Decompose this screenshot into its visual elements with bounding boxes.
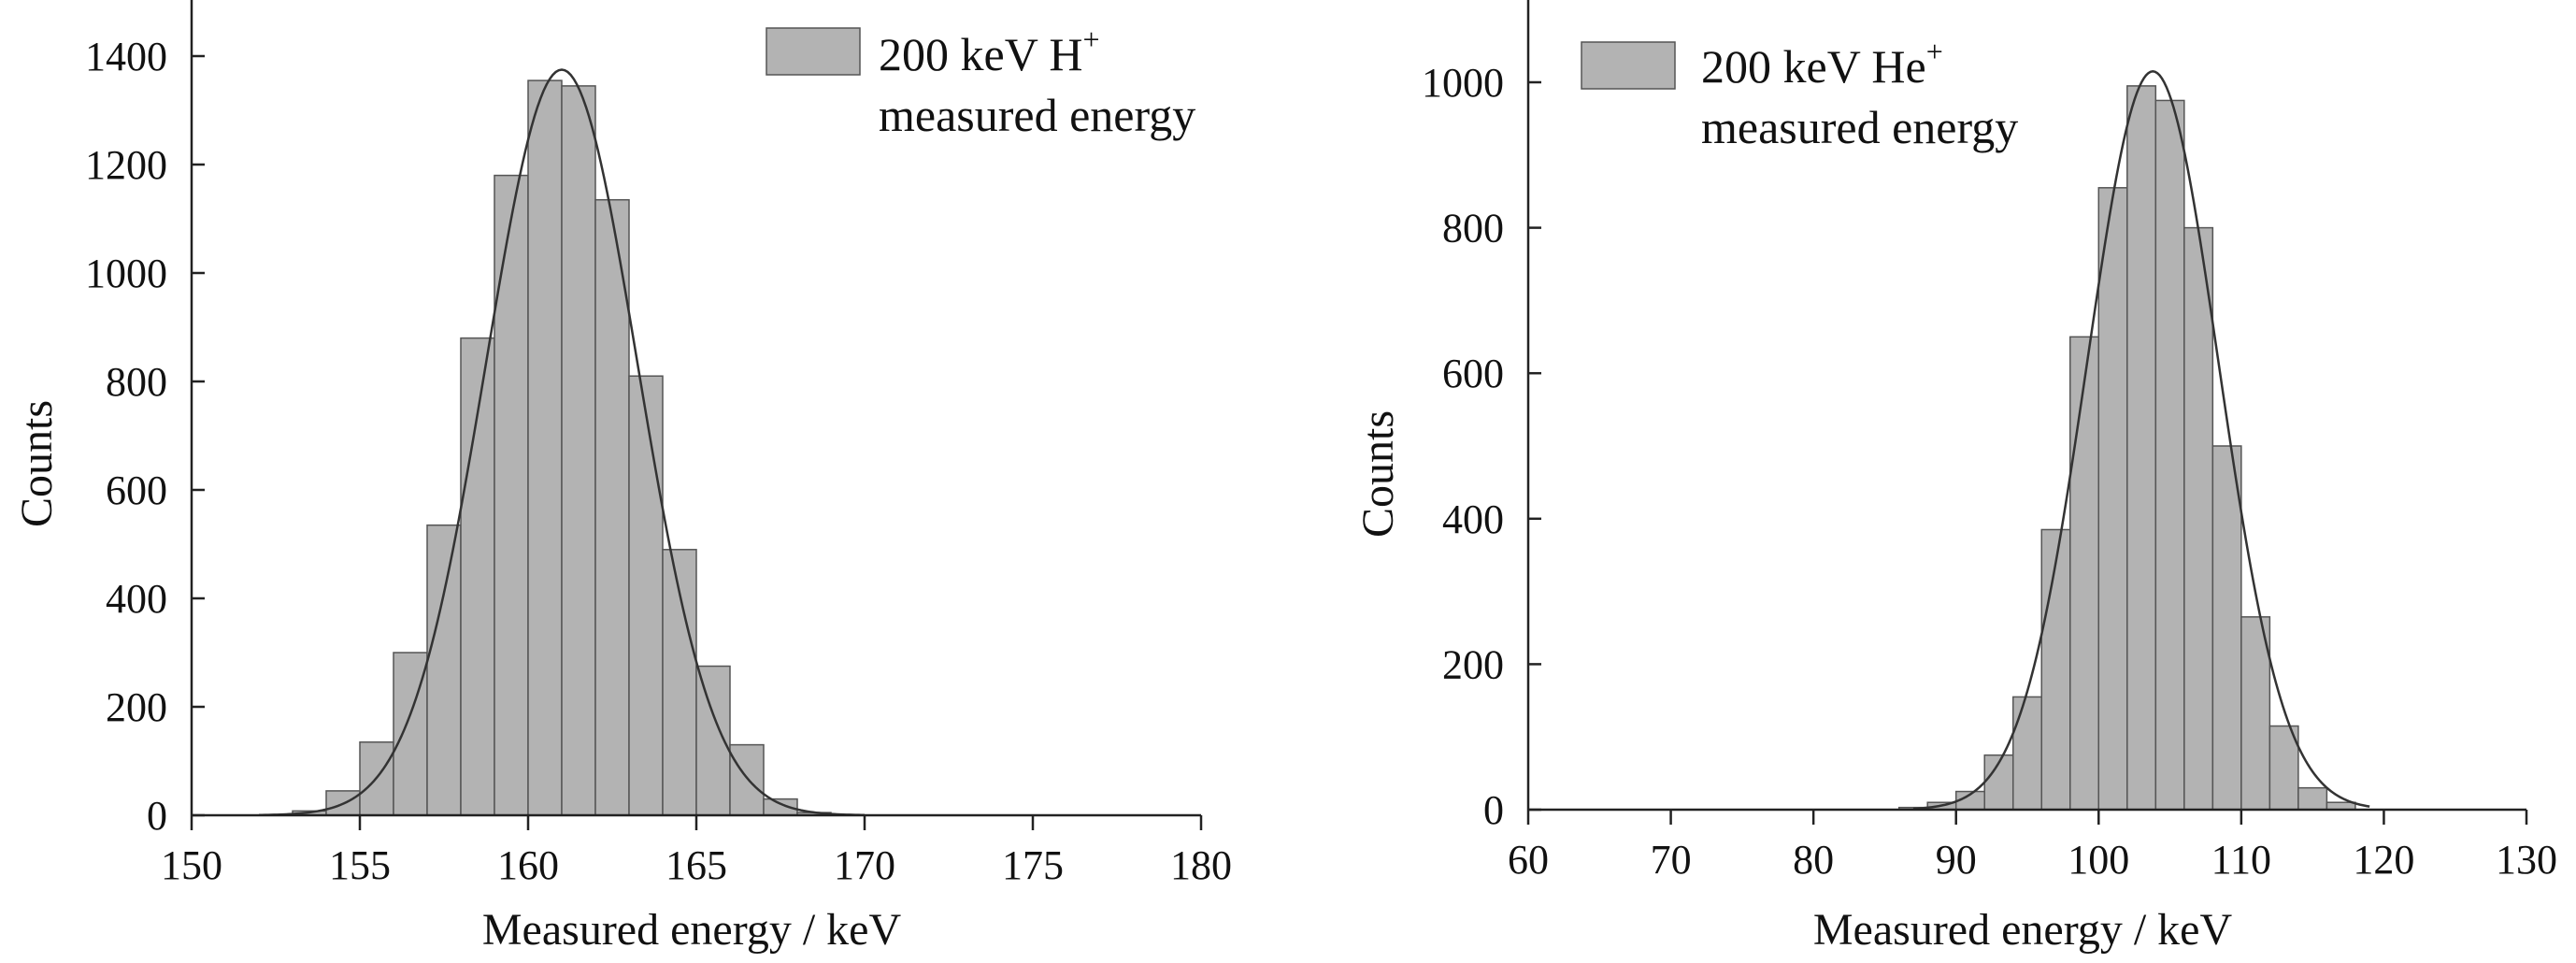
x-tick-label: 170 — [834, 842, 895, 888]
legend: 200 keV He+ measured energy — [1581, 35, 2018, 153]
histogram-bar — [628, 375, 664, 816]
y-tick-label: 800 — [1442, 206, 1504, 252]
y-tick-label: 600 — [1442, 351, 1504, 396]
histogram-bar — [2011, 696, 2043, 811]
histogram-bar — [426, 524, 462, 816]
x-tick-label: 90 — [1936, 837, 1977, 883]
x-tick-label: 100 — [2068, 837, 2129, 883]
histogram-bar — [2183, 226, 2214, 811]
histogram-bar — [594, 198, 630, 816]
y-axis-label: Counts — [1353, 410, 1403, 538]
legend-label: 200 keV H+ — [879, 22, 1100, 80]
histogram-bar — [2126, 85, 2157, 811]
histogram-bar — [2297, 786, 2328, 811]
x-tick-label: 155 — [329, 842, 391, 888]
chart-he-ion: 0 200 400 600 800 1000 60 70 80 90 100 110 120 130 Mea… — [1353, 0, 2557, 955]
y-tick-label: 0 — [1483, 787, 1504, 833]
y-tick-label: 200 — [1442, 641, 1504, 687]
histogram-bar — [494, 174, 529, 816]
y-tick-label: 1400 — [85, 34, 167, 79]
legend: 200 keV H+ measured energy — [766, 22, 1195, 141]
legend-label-superscript: + — [1926, 35, 1943, 68]
x-tick-label: 180 — [1170, 842, 1232, 888]
x-tick-label: 130 — [2496, 837, 2557, 883]
x-axis-label: Measured energy / keV — [482, 905, 902, 955]
histogram-bar — [729, 743, 765, 816]
gaussian-fit-curve — [258, 68, 866, 816]
x-tick-label: 150 — [161, 842, 222, 888]
histogram-bar — [2040, 528, 2071, 811]
y-tick-label: 0 — [147, 793, 167, 839]
histogram-bar — [2097, 187, 2128, 811]
y-axis-label: Counts — [12, 400, 62, 527]
legend-label-main: 200 keV He — [1701, 40, 1926, 93]
x-axis-label: Measured energy / keV — [1813, 905, 2233, 955]
y-tick-label: 1200 — [85, 142, 167, 188]
legend-swatch — [766, 27, 861, 76]
x-tick-label: 70 — [1651, 837, 1692, 883]
histogram-bar — [2268, 725, 2299, 811]
legend-label-main: 200 keV H — [879, 28, 1083, 80]
y-tick-label: 400 — [106, 576, 167, 622]
x-tick-label: 80 — [1793, 837, 1834, 883]
legend-label-line2: measured energy — [1701, 101, 2018, 153]
x-tick-label: 110 — [2211, 837, 2271, 883]
histogram-bar — [527, 79, 563, 816]
gaussian-fit-curve — [1912, 70, 2370, 811]
y-tick-label: 400 — [1442, 496, 1504, 542]
histogram-bar — [2069, 336, 2100, 811]
y-tick-label: 800 — [106, 359, 167, 405]
x-tick-label: 175 — [1002, 842, 1064, 888]
y-tick-label: 1000 — [1422, 60, 1504, 106]
histogram-bar — [2211, 445, 2242, 811]
histogram-bar — [561, 85, 596, 816]
y-tick-label: 200 — [106, 684, 167, 730]
legend-label-superscript: + — [1083, 22, 1100, 56]
histogram-bar — [2240, 616, 2271, 811]
y-tick-label: 600 — [106, 467, 167, 513]
chart-h-ion: 0 200 400 600 800 1000 1200 1400 150 155 160 165 170… — [12, 0, 1232, 955]
x-tick-label: 160 — [497, 842, 559, 888]
legend-label: 200 keV He+ — [1701, 35, 1943, 93]
x-tick-label: 120 — [2353, 837, 2414, 883]
x-tick-label: 165 — [665, 842, 727, 888]
y-tick-label: 1000 — [85, 251, 167, 296]
histogram-bar — [2154, 99, 2185, 811]
legend-label-line2: measured energy — [879, 89, 1195, 141]
x-tick-label: 60 — [1508, 837, 1549, 883]
legend-swatch — [1581, 41, 1676, 90]
